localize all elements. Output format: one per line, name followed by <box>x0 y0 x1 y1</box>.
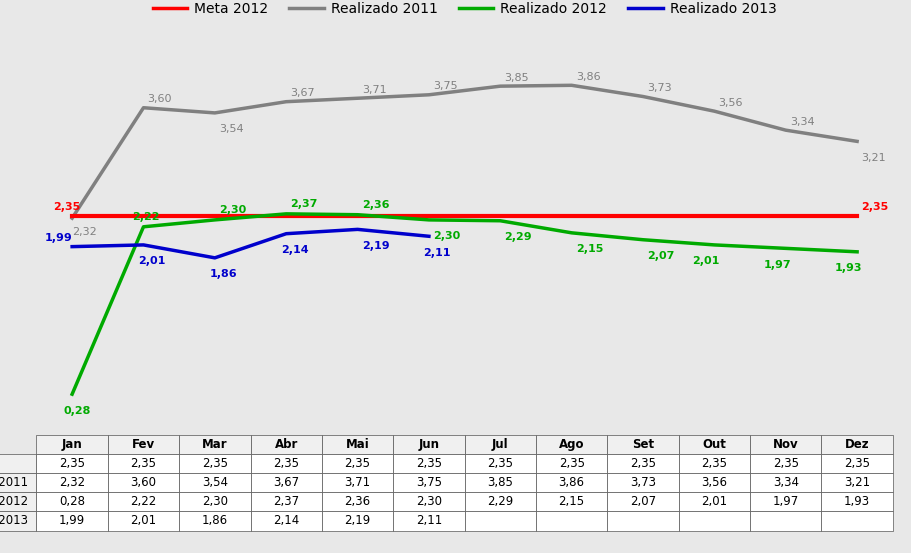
Text: 3,73: 3,73 <box>647 83 671 93</box>
Text: 3,56: 3,56 <box>719 98 743 108</box>
Text: 2,19: 2,19 <box>362 241 389 251</box>
Legend: Meta 2012, Realizado 2011, Realizado 2012, Realizado 2013: Meta 2012, Realizado 2011, Realizado 201… <box>148 0 782 22</box>
Text: 2,29: 2,29 <box>505 232 532 242</box>
Text: 1,93: 1,93 <box>834 263 863 273</box>
Text: 3,54: 3,54 <box>219 124 243 134</box>
Text: 3,86: 3,86 <box>576 72 600 82</box>
Text: 3,85: 3,85 <box>505 72 529 82</box>
Text: 3,71: 3,71 <box>362 85 386 95</box>
Text: 2,37: 2,37 <box>291 199 318 209</box>
Text: 2,07: 2,07 <box>647 251 674 261</box>
Text: 2,11: 2,11 <box>424 248 451 258</box>
Text: 3,75: 3,75 <box>433 81 457 91</box>
Text: 2,30: 2,30 <box>433 231 460 241</box>
Text: 2,01: 2,01 <box>692 257 720 267</box>
Text: 1,97: 1,97 <box>763 260 791 270</box>
Text: 2,22: 2,22 <box>132 212 159 222</box>
Text: 3,21: 3,21 <box>861 153 885 163</box>
Text: 0,28: 0,28 <box>64 405 91 416</box>
Text: 2,15: 2,15 <box>576 244 603 254</box>
Text: 3,60: 3,60 <box>148 94 172 104</box>
Text: 1,86: 1,86 <box>210 269 237 279</box>
Text: 2,32: 2,32 <box>72 227 97 237</box>
Text: 1,99: 1,99 <box>45 233 72 243</box>
Text: 2,14: 2,14 <box>281 245 308 255</box>
Text: 3,67: 3,67 <box>291 88 315 98</box>
Text: 3,34: 3,34 <box>790 117 814 127</box>
Text: 2,01: 2,01 <box>138 257 165 267</box>
Text: 2,36: 2,36 <box>362 200 389 210</box>
Text: 2,30: 2,30 <box>219 205 246 215</box>
Text: 2,35: 2,35 <box>53 202 80 212</box>
Text: 2,35: 2,35 <box>861 202 888 212</box>
